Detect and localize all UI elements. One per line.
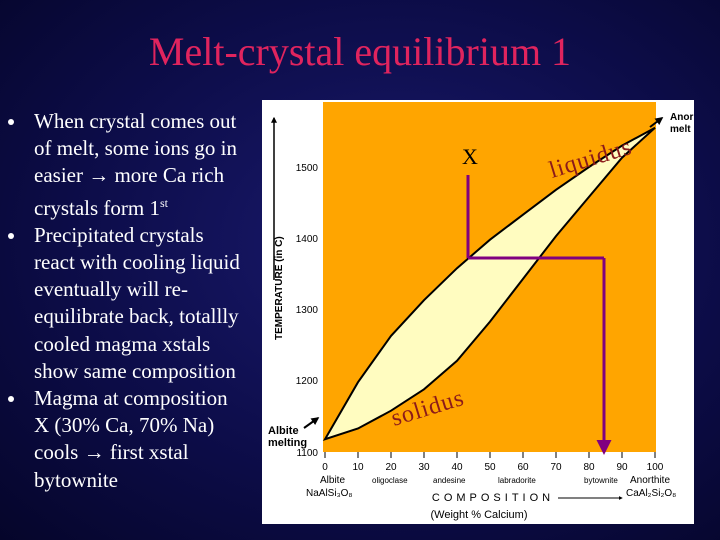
albite-name: Albite xyxy=(320,475,345,486)
x-axis-ticks: 0 10 20 30 40 50 60 70 80 90 100 xyxy=(322,452,664,473)
albite-melting-line1: Albite xyxy=(268,425,299,437)
bullet-line: crystals form 1st xyxy=(34,190,270,222)
anorthite-endmember: Anorthite CaAl₂Si₂O₈ xyxy=(626,475,676,499)
bullet-line: Magma at composition xyxy=(34,386,228,411)
anorthite-melting-label: Anor melt xyxy=(670,112,694,135)
x-tick-label: 50 xyxy=(484,462,496,473)
x-tick-label: 70 xyxy=(550,462,562,473)
bullet-line: show same composition xyxy=(34,358,236,383)
albite-melting-line2: melting xyxy=(268,437,307,449)
bullet-dot xyxy=(8,119,14,125)
x-tick-label: 30 xyxy=(418,462,430,473)
two-phase-lens xyxy=(322,126,656,441)
bullet-dot xyxy=(8,232,14,239)
bullet-item: When crystal comes out of melt, some ion… xyxy=(8,108,270,222)
bullet-item: Precipitated crystals react with cooling… xyxy=(8,222,270,385)
x-tick-label: 10 xyxy=(352,462,364,473)
bullet-line: react with cooling liquid xyxy=(34,250,240,275)
bullet-line: eventually will re- xyxy=(34,277,188,302)
anorthite-melting-line2: melt xyxy=(670,124,691,135)
x-tick-label: 100 xyxy=(647,462,664,473)
bullet-line: When crystal comes out xyxy=(34,109,237,133)
bullet-line: of melt, some ions go in xyxy=(34,136,237,161)
y-tick-label: 1100 xyxy=(296,448,318,459)
y-tick-label: 1200 xyxy=(296,376,319,387)
bullet-dot xyxy=(8,396,14,403)
y-axis: TEMPERATURE (in C) 1500 1400 1300 1200 1… xyxy=(271,116,319,459)
albite-melting-pointer xyxy=(303,417,320,429)
slide-title: Melt-crystal equilibrium 1 xyxy=(148,29,572,74)
bullet-text: crystals form 1 xyxy=(34,195,160,220)
albite-melting-label: Albite melting xyxy=(268,425,307,449)
bullet-line: easier → more Ca rich xyxy=(34,163,225,188)
bullet-item: Magma at composition X (30% Ca, 70% Na) … xyxy=(8,385,270,494)
liquidus-extension xyxy=(649,117,664,128)
bullet-line: X (30% Ca, 70% Na) xyxy=(34,413,215,438)
x-axis-units: (Weight % Calcium) xyxy=(431,509,528,521)
anorthite-melting-line1: Anor xyxy=(670,112,693,123)
mineral-name-oligoclase: oligoclase xyxy=(372,476,408,485)
albite-formula: NaAlSi₃O₈ xyxy=(306,488,353,499)
mineral-name-bytownite: bytownite xyxy=(584,476,618,485)
mineral-names: oligoclase andesine labradorite bytownit… xyxy=(372,476,618,485)
x-tick-label: 20 xyxy=(385,462,397,473)
x-tick-label: 0 xyxy=(322,462,328,473)
y-axis-label: TEMPERATURE (in C) xyxy=(274,236,285,340)
bullet-line: Precipitated crystals xyxy=(34,222,204,247)
x-tick-label: 40 xyxy=(451,462,463,473)
y-tick-label: 1500 xyxy=(296,163,319,174)
albite-endmember: Albite NaAlSi₃O₈ xyxy=(306,475,353,499)
bullet-line: cools → first xstal xyxy=(34,440,189,465)
anorthite-formula: CaAl₂Si₂O₈ xyxy=(626,488,676,499)
x-axis-label: COMPOSITION xyxy=(432,492,554,504)
anorthite-name: Anorthite xyxy=(630,475,670,486)
x-tick-label: 80 xyxy=(583,462,595,473)
bullet-line: bytownite xyxy=(34,467,118,492)
bullet-line: cooled magma xstals xyxy=(34,331,211,356)
y-tick-label: 1400 xyxy=(296,234,319,245)
x-tick-label: 90 xyxy=(616,462,628,473)
superscript: st xyxy=(159,195,168,210)
composition-x-marker: X xyxy=(462,144,478,169)
bullet-line: equilibrate back, totallly xyxy=(34,304,239,329)
y-tick-label: 1300 xyxy=(296,305,319,316)
x-tick-label: 60 xyxy=(517,462,529,473)
mineral-name-labradorite: labradorite xyxy=(498,476,536,485)
mineral-name-andesine: andesine xyxy=(433,476,466,485)
bullet-list: When crystal comes out of melt, some ion… xyxy=(8,108,270,494)
phase-diagram-figure: X liquidus solidus TEMPERATURE (in C) 15… xyxy=(262,100,694,524)
